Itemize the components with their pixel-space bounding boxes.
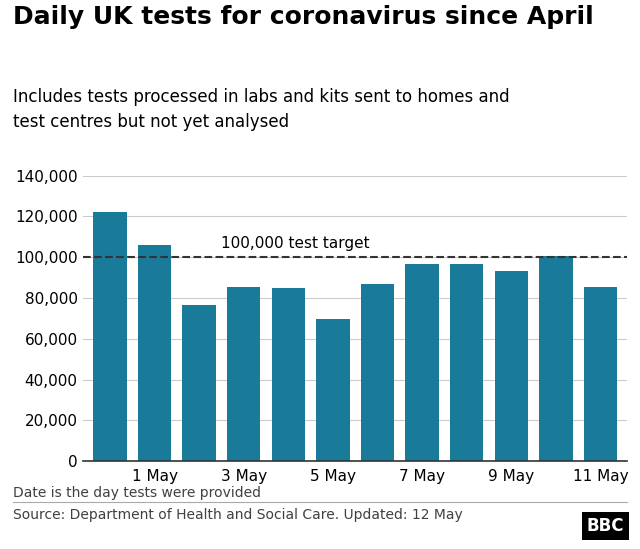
Text: BBC: BBC bbox=[586, 517, 624, 535]
Text: 100,000 test target: 100,000 test target bbox=[221, 236, 370, 251]
Text: Daily UK tests for coronavirus since April: Daily UK tests for coronavirus since Apr… bbox=[13, 5, 593, 30]
Bar bbox=[450, 264, 483, 461]
Bar bbox=[138, 245, 172, 461]
Bar bbox=[539, 256, 573, 461]
Bar bbox=[495, 271, 528, 461]
Bar bbox=[361, 284, 394, 461]
Bar bbox=[93, 211, 127, 461]
Bar bbox=[182, 305, 216, 461]
Bar bbox=[316, 319, 349, 461]
Text: Source: Department of Health and Social Care. Updated: 12 May: Source: Department of Health and Social … bbox=[13, 508, 463, 522]
Bar bbox=[271, 288, 305, 461]
Text: Date is the day tests were provided: Date is the day tests were provided bbox=[13, 486, 261, 500]
Text: Includes tests processed in labs and kits sent to homes and
test centres but not: Includes tests processed in labs and kit… bbox=[13, 88, 509, 131]
Bar bbox=[584, 288, 617, 461]
Bar bbox=[227, 288, 260, 461]
Bar bbox=[405, 264, 439, 461]
